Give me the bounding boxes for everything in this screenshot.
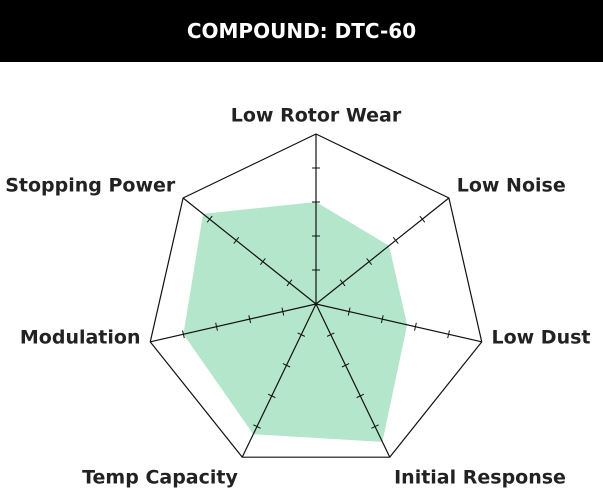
axis-label: Low Rotor Wear: [231, 105, 402, 127]
tick-mark: [248, 315, 252, 324]
tick-mark: [297, 332, 306, 337]
chart-title: COMPOUND: DTC-60: [186, 19, 417, 43]
tick-mark: [347, 307, 351, 316]
tick-mark: [206, 215, 213, 223]
tick-mark: [326, 332, 335, 337]
tick-mark: [259, 258, 266, 266]
tick-mark: [371, 424, 379, 429]
tick-mark: [182, 330, 185, 339]
tick-mark: [447, 330, 450, 339]
header: COMPOUND: DTC-60: [0, 0, 603, 62]
outline: [149, 133, 483, 458]
axis-line: [150, 303, 317, 343]
axis-line: [315, 303, 391, 458]
axis-line: [182, 197, 317, 305]
axis-label: Stopping Power: [5, 174, 176, 196]
axis-line: [315, 197, 450, 305]
data-area: [183, 202, 408, 442]
tick-mark: [356, 393, 365, 399]
tick-mark: [414, 322, 417, 331]
tick-mark: [282, 363, 291, 368]
tick-mark: [286, 279, 293, 287]
axis-line: [241, 303, 317, 458]
axis-label: Initial Response: [394, 467, 566, 489]
tick-mark: [233, 236, 240, 244]
tick-mark: [380, 315, 384, 324]
axis-line: [315, 303, 482, 343]
tick-mark: [366, 258, 373, 266]
tick-mark: [267, 393, 276, 399]
tick-mark: [253, 424, 261, 429]
tick-mark: [339, 279, 346, 287]
axis-label: Low Dust: [491, 327, 590, 349]
tick-mark: [215, 322, 218, 331]
tick-mark: [419, 215, 426, 223]
tick-mark: [392, 236, 399, 244]
tick-mark: [281, 307, 285, 316]
axis-label: Low Noise: [457, 174, 566, 196]
axis-label: Temp Capacity: [82, 467, 238, 489]
tick-mark: [341, 363, 350, 368]
axis-label: Modulation: [20, 327, 141, 349]
